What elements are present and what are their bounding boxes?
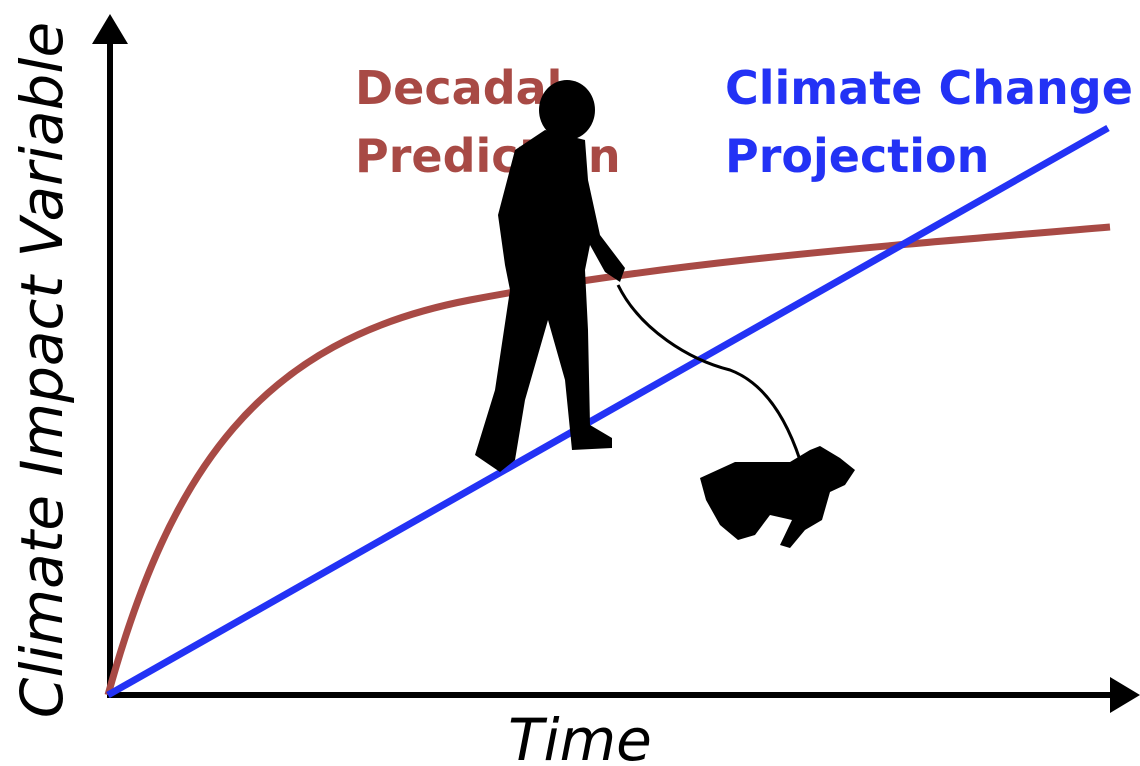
projection-line [106,124,1110,699]
y-axis-label: Climate Impact Variable [8,22,76,718]
curve-label: Climate Change [725,61,1133,115]
walker-silhouette [475,80,625,472]
curve-label: Projection [725,129,989,183]
x-axis-arrow [1110,677,1140,713]
x-axis-label: Time [508,706,652,766]
curve-label: Decadal [355,61,562,115]
dog-silhouette [700,446,855,548]
y-axis-arrow [92,14,128,44]
decadal-curve [104,223,1111,696]
leash [616,284,802,461]
